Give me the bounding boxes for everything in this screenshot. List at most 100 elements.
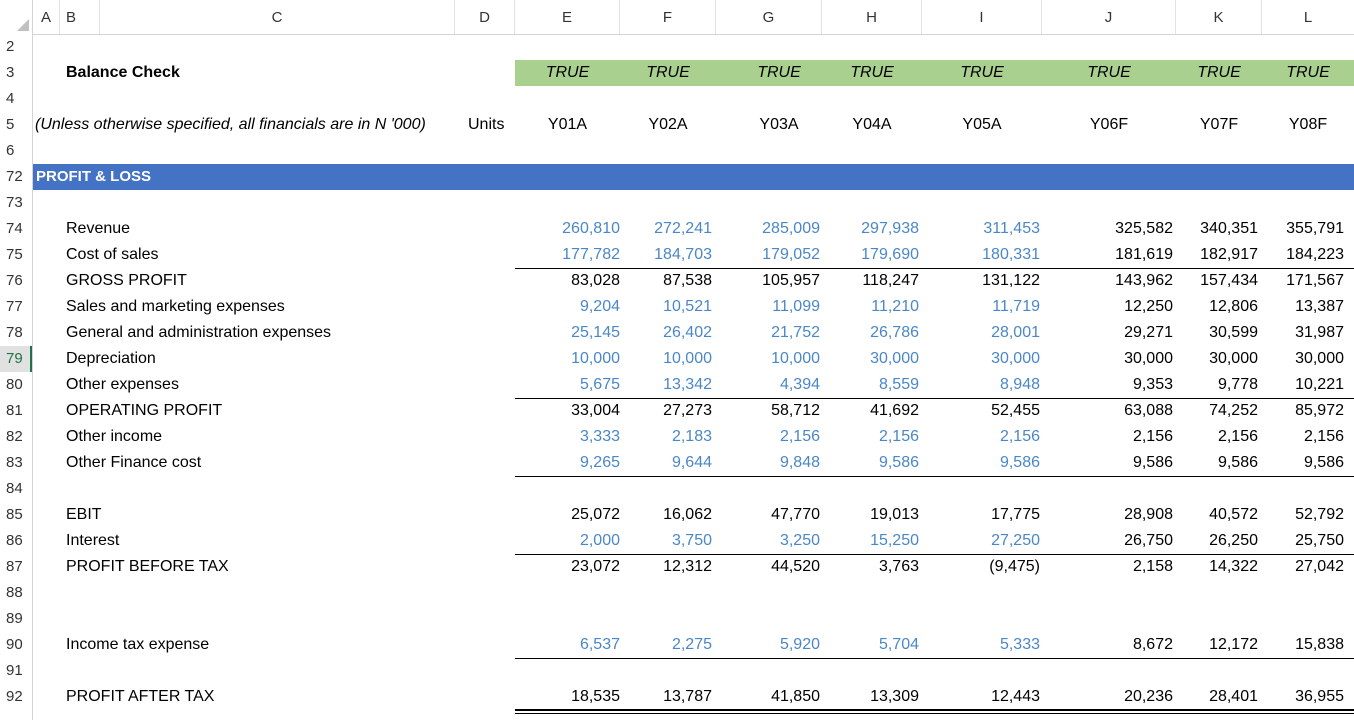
col-header-i[interactable]: I	[922, 0, 1042, 34]
row-header[interactable]: 91	[6, 662, 23, 679]
col-header-k[interactable]: K	[1176, 0, 1262, 34]
value-cell[interactable]: 260,810	[562, 220, 620, 237]
row-label-revenue[interactable]: Revenue	[66, 220, 131, 237]
value-cell[interactable]: 9,265	[579, 454, 620, 471]
value-cell[interactable]: 10,000	[571, 350, 620, 367]
value-cell[interactable]: 2,183	[671, 428, 712, 445]
row-header[interactable]: 89	[6, 610, 23, 627]
value-cell[interactable]: 44,520	[771, 558, 820, 575]
value-cell[interactable]: 36,955	[1295, 688, 1344, 705]
value-cell[interactable]: 30,000	[991, 350, 1040, 367]
row-label-other-income[interactable]: Other income	[66, 428, 163, 445]
value-cell[interactable]: 143,962	[1115, 272, 1173, 289]
value-cell[interactable]: 26,786	[870, 324, 919, 341]
row-header[interactable]: 83	[6, 454, 23, 471]
row-header[interactable]: 78	[6, 324, 23, 341]
value-cell[interactable]: 2,275	[671, 636, 712, 653]
value-cell[interactable]: 30,599	[1209, 324, 1258, 341]
value-cell[interactable]: 118,247	[862, 272, 919, 289]
row-header[interactable]: 2	[6, 38, 15, 55]
value-cell[interactable]: 11,719	[992, 298, 1040, 315]
value-cell[interactable]: 311,453	[983, 220, 1040, 237]
value-cell[interactable]: 28,401	[1209, 688, 1258, 705]
value-cell[interactable]: 8,559	[878, 376, 919, 393]
row-header[interactable]: 73	[6, 194, 23, 211]
value-cell[interactable]: 14,322	[1209, 558, 1258, 575]
row-header[interactable]: 5	[6, 116, 15, 133]
value-cell[interactable]: 3,250	[779, 532, 820, 549]
value-cell[interactable]: 12,172	[1209, 636, 1258, 653]
row-header[interactable]: 80	[6, 376, 23, 393]
value-cell[interactable]: 27,250	[991, 532, 1040, 549]
value-cell[interactable]: 10,221	[1295, 376, 1344, 393]
value-cell[interactable]: 26,250	[1209, 532, 1258, 549]
row-label-interest[interactable]: Interest	[66, 532, 120, 549]
row-label-profit-after-tax[interactable]: PROFIT AFTER TAX	[66, 688, 215, 705]
year-header[interactable]: Y04A	[852, 116, 892, 133]
row-label-gross-profit[interactable]: GROSS PROFIT	[66, 272, 187, 289]
value-cell[interactable]: 85,972	[1295, 402, 1344, 419]
year-header[interactable]: Y08F	[1288, 116, 1328, 133]
value-cell[interactable]: 13,342	[663, 376, 712, 393]
balance-check-cell[interactable]: TRUE	[850, 64, 894, 81]
value-cell[interactable]: 27,042	[1295, 558, 1344, 575]
balance-check-cell[interactable]: TRUE	[646, 64, 690, 81]
value-cell[interactable]: 10,000	[663, 350, 712, 367]
value-cell[interactable]: 12,250	[1124, 298, 1173, 315]
year-header[interactable]: Y01A	[547, 116, 588, 133]
value-cell[interactable]: 25,072	[571, 506, 620, 523]
value-cell[interactable]: 9,778	[1217, 376, 1258, 393]
balance-check-cell[interactable]: TRUE	[1286, 64, 1330, 81]
row-label-operating-profit[interactable]: OPERATING PROFIT	[66, 402, 223, 419]
value-cell[interactable]: 16,062	[663, 506, 712, 523]
value-cell[interactable]: 33,004	[571, 402, 620, 419]
value-cell[interactable]: 87,538	[663, 272, 712, 289]
value-cell[interactable]: 21,752	[771, 324, 820, 341]
value-cell[interactable]: 13,387	[1295, 298, 1344, 315]
value-cell[interactable]: 8,672	[1132, 636, 1173, 653]
row-header[interactable]: 88	[6, 584, 23, 601]
value-cell[interactable]: 23,072	[571, 558, 620, 575]
value-cell[interactable]: 272,241	[654, 220, 712, 237]
value-cell[interactable]: 9,586	[878, 454, 919, 471]
value-cell[interactable]: 285,009	[762, 220, 820, 237]
value-cell[interactable]: 180,331	[982, 246, 1040, 263]
select-all-corner[interactable]	[0, 0, 33, 34]
value-cell[interactable]: 58,712	[771, 402, 820, 419]
value-cell[interactable]: 4,394	[779, 376, 820, 393]
row-header[interactable]: 92	[6, 688, 23, 705]
value-cell[interactable]: 3,750	[671, 532, 712, 549]
units-label[interactable]: Units	[468, 116, 505, 133]
units-note[interactable]: (Unless otherwise specified, all financi…	[35, 116, 426, 133]
value-cell[interactable]: 41,850	[771, 688, 820, 705]
value-cell[interactable]: 13,309	[870, 688, 919, 705]
value-cell[interactable]: 10,000	[771, 350, 820, 367]
col-header-f[interactable]: F	[620, 0, 716, 34]
value-cell[interactable]: 5,675	[579, 376, 620, 393]
row-label-sales-marketing[interactable]: Sales and marketing expenses	[66, 298, 285, 315]
value-cell[interactable]: 29,271	[1124, 324, 1173, 341]
row-label-general-admin[interactable]: General and administration expenses	[66, 324, 332, 341]
value-cell[interactable]: 10,521	[663, 298, 712, 315]
row-header[interactable]: 75	[6, 246, 23, 263]
value-cell[interactable]: 83,028	[571, 272, 620, 289]
value-cell[interactable]: 9,586	[1217, 454, 1258, 471]
value-cell[interactable]: 11,099	[772, 298, 820, 315]
value-cell[interactable]: 27,273	[663, 402, 712, 419]
value-cell[interactable]: 18,535	[571, 688, 620, 705]
value-cell[interactable]: 177,782	[562, 246, 620, 263]
row-label-cost-of-sales[interactable]: Cost of sales	[66, 246, 159, 263]
value-cell[interactable]: 2,156	[999, 428, 1040, 445]
value-cell[interactable]: 2,156	[1132, 428, 1173, 445]
value-cell[interactable]: 74,252	[1209, 402, 1258, 419]
value-cell[interactable]: 6,537	[579, 636, 620, 653]
value-cell[interactable]: 19,013	[870, 506, 919, 523]
row-label-income-tax[interactable]: Income tax expense	[66, 636, 210, 653]
value-cell[interactable]: 52,455	[991, 402, 1040, 419]
value-cell[interactable]: 12,443	[991, 688, 1040, 705]
col-header-e[interactable]: E	[515, 0, 620, 34]
value-cell[interactable]: 12,806	[1209, 298, 1258, 315]
row-header-selected[interactable]: 79	[0, 346, 32, 372]
value-cell[interactable]: 2,000	[579, 532, 620, 549]
value-cell[interactable]: 171,567	[1286, 272, 1344, 289]
